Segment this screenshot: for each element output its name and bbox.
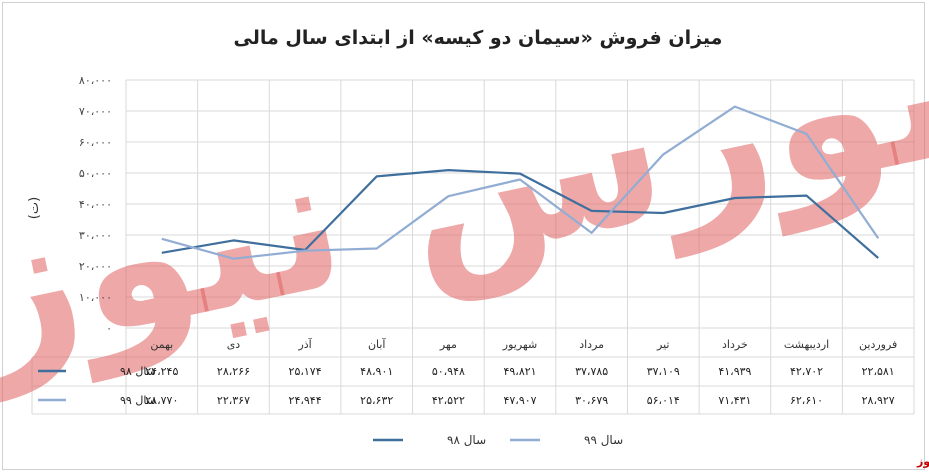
y-tick-label: ۴۰،۰۰۰ [79,198,112,211]
grid [31,79,915,415]
y-tick-label: ۶۰،۰۰۰ [79,136,112,149]
table-cell: ۶۲،۶۱۰ [790,394,823,407]
table-cell: ۷۱،۴۳۱ [718,394,751,407]
table-cell: ۳۷،۱۰۹ [647,365,680,378]
table-cell: ۲۸،۲۶۶ [217,365,250,378]
table-series-name: سال ۹۹ [120,394,156,407]
table-cell: ۲۵،۱۷۴ [289,365,322,378]
table-cell: ۴۲،۷۰۲ [790,365,823,378]
chart-title: میزان فروش «سیمان دو کیسه» از ابتدای سال… [234,27,723,49]
y-axis: ۸۰،۰۰۰ ۷۰،۰۰۰ ۶۰،۰۰۰ ۵۰،۰۰۰ ۴۰،۰۰۰ ۳۰،۰۰۰ ۲۰،۰… [79,74,112,335]
legend-label: سال ۹۹ [584,433,623,447]
category-label: آذر [297,337,312,351]
table-cell: ۲۸،۷۷۰ [145,394,178,407]
y-tick-label: ۰ [106,322,112,335]
category-label: مهر [439,338,457,351]
table-cell: ۲۵،۶۳۲ [360,394,393,407]
y-axis-label: (ت) [27,197,42,219]
category-label: فروردین [859,338,897,351]
y-tick-label: ۷۰،۰۰۰ [79,105,112,118]
table-cell: ۴۹،۸۲۱ [503,365,536,378]
y-tick-label: ۵۰،۰۰۰ [79,167,112,180]
category-label: اردیبهشت [784,338,829,351]
source-label: بورس نیوز [916,455,929,468]
legend-label: سال ۹۸ [447,433,486,447]
category-label: شهریور [502,338,537,351]
table-series-name: سال ۹۸ [120,365,156,378]
table-cell: ۲۸،۹۲۷ [862,394,895,407]
legend: سال ۹۸ سال ۹۹ [373,433,623,447]
y-tick-label: ۸۰،۰۰۰ [79,74,112,87]
table-cell: ۲۲،۵۸۱ [862,365,895,378]
table-cell: ۴۲،۵۲۲ [432,394,465,407]
category-label: مرداد [579,338,604,351]
y-tick-label: ۲۰،۰۰۰ [79,260,112,273]
y-tick-label: ۳۰،۰۰۰ [79,229,112,242]
table-cell: ۳۷،۷۸۵ [575,365,608,378]
table-cell: ۴۷،۹۰۷ [503,394,536,407]
table-cell: ۲۴،۹۴۴ [289,394,322,407]
table-cell: ۴۸،۹۰۱ [360,365,393,378]
category-label: بهمن [150,338,173,351]
data-table: فروردین اردیبهشت خرداد تیر مرداد شهریور مهر آبا… [38,337,897,407]
category-label: خرداد [722,338,748,351]
table-cell: ۴۱،۹۳۹ [718,365,751,378]
series-line [161,105,880,260]
series-line [161,169,879,259]
category-label: دی [227,338,241,351]
table-cell: ۵۶،۰۱۴ [647,394,680,407]
table-cell: ۲۲،۳۶۷ [217,394,250,407]
category-label: آبان [368,337,386,351]
table-cell: ۵۰،۹۴۸ [432,365,465,378]
table-cell: ۳۰،۶۷۹ [575,394,608,407]
category-label: تیر [656,338,669,351]
series-lines [161,105,880,260]
table-cell: ۲۴،۲۴۵ [145,365,178,378]
y-tick-label: ۱۰،۰۰۰ [79,291,112,304]
